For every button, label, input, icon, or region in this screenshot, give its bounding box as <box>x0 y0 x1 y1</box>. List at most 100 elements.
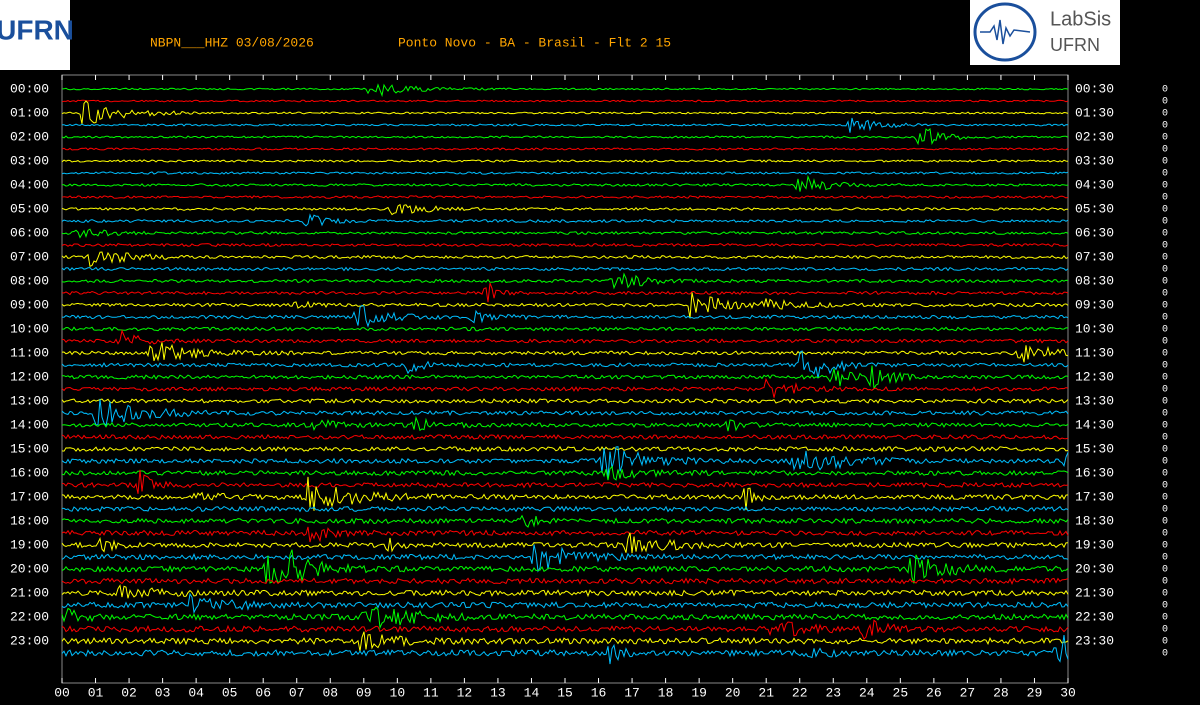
left-time-label: 21:00 <box>10 585 49 600</box>
right-column-value: 0 <box>1162 637 1168 648</box>
left-time-label: 17:00 <box>10 489 49 504</box>
trace <box>61 446 1069 478</box>
x-tick-label: 17 <box>624 685 640 700</box>
right-column-value: 0 <box>1162 121 1168 132</box>
right-column-value: 0 <box>1162 241 1168 252</box>
trace <box>61 171 1069 175</box>
x-tick-label: 21 <box>758 685 774 700</box>
trace <box>61 213 1069 227</box>
trace <box>61 577 1069 586</box>
right-column-value: 0 <box>1162 109 1168 120</box>
trace <box>61 445 1069 453</box>
x-tick-label: 11 <box>423 685 439 700</box>
trace <box>61 282 1069 303</box>
trace <box>61 619 1069 641</box>
left-time-label: 05:00 <box>10 201 49 216</box>
x-tick-label: 03 <box>155 685 171 700</box>
right-time-label: 10:30 <box>1075 321 1114 336</box>
left-time-label: 20:00 <box>10 561 49 576</box>
trace <box>61 514 1069 528</box>
trace <box>61 128 1069 146</box>
trace <box>61 469 1069 494</box>
trace <box>61 592 1069 614</box>
right-time-label: 09:30 <box>1075 297 1114 312</box>
right-column-value: 0 <box>1162 409 1168 420</box>
trace <box>61 100 1069 125</box>
right-time-label: 22:30 <box>1075 609 1114 624</box>
left-time-label: 01:00 <box>10 105 49 120</box>
trace <box>61 606 1069 630</box>
right-time-label: 08:30 <box>1075 273 1114 288</box>
x-tick-label: 07 <box>289 685 305 700</box>
trace <box>61 292 1069 319</box>
x-tick-label: 01 <box>88 685 104 700</box>
logo-left-text: UFRN <box>0 14 74 45</box>
right-column-value: 0 <box>1162 325 1168 336</box>
right-time-label: 23:30 <box>1075 633 1114 648</box>
logo-right-title: LabSis <box>1050 8 1111 30</box>
trace <box>61 203 1068 216</box>
trace <box>61 544 1069 573</box>
left-time-label: 10:00 <box>10 321 49 336</box>
right-column-value: 0 <box>1162 385 1168 396</box>
trace <box>61 329 1069 345</box>
location-title: Ponto Novo - BA - Brasil - Flt 2 15 <box>398 35 671 50</box>
right-column-value: 0 <box>1162 313 1168 324</box>
trace <box>61 584 1069 599</box>
right-column-value: 0 <box>1162 85 1168 96</box>
trace <box>61 433 1069 441</box>
x-tick-label: 06 <box>255 685 271 700</box>
right-column-value: 0 <box>1162 589 1168 600</box>
right-column-value: 0 <box>1162 337 1168 348</box>
right-column-value: 0 <box>1162 277 1168 288</box>
x-tick-label: 30 <box>1060 685 1076 700</box>
x-tick-label: 13 <box>490 685 506 700</box>
right-column-value: 0 <box>1162 253 1168 264</box>
trace <box>61 342 1069 363</box>
trace <box>61 147 1069 151</box>
x-tick-label: 25 <box>893 685 909 700</box>
right-column-value: 0 <box>1162 181 1168 192</box>
x-tick-label: 27 <box>960 685 976 700</box>
x-tick-label: 05 <box>222 685 238 700</box>
right-time-label: 13:30 <box>1075 393 1114 408</box>
trace <box>61 117 1069 133</box>
left-time-label: 12:00 <box>10 369 49 384</box>
right-time-label: 06:30 <box>1075 225 1114 240</box>
right-column-value: 0 <box>1162 577 1168 588</box>
right-column-value: 0 <box>1162 157 1168 168</box>
left-time-label: 16:00 <box>10 465 49 480</box>
right-column-value: 0 <box>1162 397 1168 408</box>
trace <box>61 415 1069 432</box>
right-time-label: 05:30 <box>1075 201 1114 216</box>
trace <box>61 251 1069 267</box>
right-column-value: 0 <box>1162 217 1168 228</box>
right-column-value: 0 <box>1162 373 1168 384</box>
left-time-label: 14:00 <box>10 417 49 432</box>
right-column-value: 0 <box>1162 133 1168 144</box>
right-column-value: 0 <box>1162 229 1168 240</box>
trace <box>61 635 1069 665</box>
x-tick-label: 10 <box>390 685 406 700</box>
trace <box>61 377 1069 398</box>
right-column-value: 0 <box>1162 193 1168 204</box>
right-column-value: 0 <box>1162 625 1168 636</box>
trace <box>61 228 1069 239</box>
left-time-label: 09:00 <box>10 297 49 312</box>
right-time-label: 16:30 <box>1075 465 1114 480</box>
trace <box>61 159 1069 163</box>
x-tick-label: 08 <box>322 685 338 700</box>
right-column-value: 0 <box>1162 529 1168 540</box>
trace <box>61 83 1069 98</box>
right-time-label: 07:30 <box>1075 249 1114 264</box>
right-time-label: 20:30 <box>1075 561 1114 576</box>
right-column-value: 0 <box>1162 517 1168 528</box>
right-time-label: 03:30 <box>1075 153 1114 168</box>
left-time-label: 02:00 <box>10 129 49 144</box>
right-column-value: 0 <box>1162 445 1168 456</box>
trace <box>62 505 1069 513</box>
left-time-label: 08:00 <box>10 273 49 288</box>
x-tick-label: 28 <box>993 685 1009 700</box>
left-time-label: 15:00 <box>10 441 49 456</box>
